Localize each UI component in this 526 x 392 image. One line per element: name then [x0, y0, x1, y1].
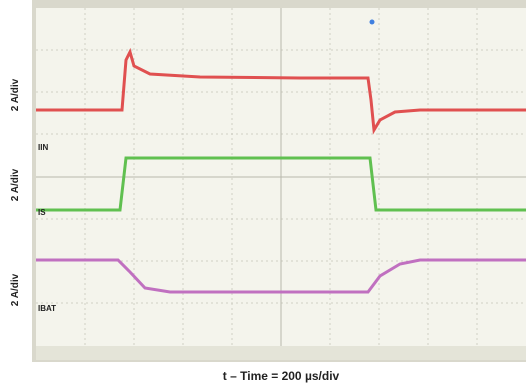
- trace-label: IIN: [38, 143, 48, 152]
- status-bar: [36, 346, 526, 360]
- channel-scale: 2 A/div: [10, 78, 21, 111]
- channel-scale: 2 A/div: [10, 273, 21, 306]
- trace-label: IS: [38, 208, 46, 217]
- time-label: t – Time = 200 µs/div: [223, 369, 340, 383]
- trace-label: IBAT: [38, 304, 56, 313]
- trigger-marker: [370, 20, 375, 25]
- scope-screenshot: 2 A/div 2 A/div 2 A/div IIN IS IBAT t – …: [0, 0, 526, 387]
- channel-scale: 2 A/div: [10, 168, 21, 201]
